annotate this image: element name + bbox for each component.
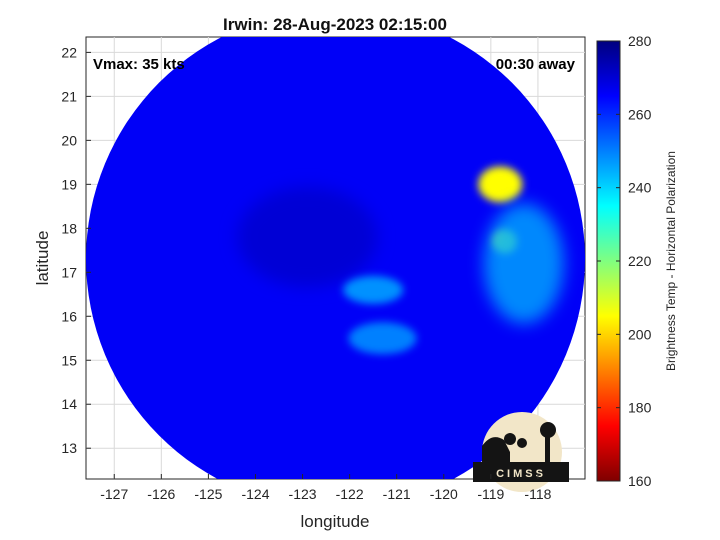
x-axis-ticks: -127 -126 -125 -124 -123 -122 -121 -120 -119 -118 — [100, 474, 552, 502]
feature-eastern-cells — [483, 203, 564, 324]
x-axis-label: longitude — [300, 512, 369, 531]
x-tick-label: -120 — [430, 486, 458, 502]
colorbar-tick-label: 240 — [628, 180, 652, 196]
x-tick-label: -123 — [289, 486, 317, 502]
y-tick-label: 19 — [61, 176, 77, 192]
time-offset-label: 00:30 away — [496, 56, 576, 73]
colorbar-tick-label: 220 — [628, 253, 652, 269]
colorbar-tick-label: 280 — [628, 33, 652, 49]
feature-storm-center — [237, 187, 378, 288]
warm-features — [237, 166, 564, 355]
y-tick-label: 20 — [61, 132, 77, 148]
colorbar-tick-label: 260 — [628, 106, 652, 122]
chart-title: Irwin: 28-Aug-2023 02:15:00 — [223, 15, 447, 34]
swath-layer — [86, 37, 585, 479]
cimss-logo: CIMSS — [473, 412, 569, 492]
colorbar-tick-label: 180 — [628, 400, 652, 416]
y-axis-ticks: 13 14 15 16 17 18 19 20 21 22 — [61, 44, 91, 456]
vmax-label: Vmax: 35 kts — [93, 56, 185, 73]
colorbar-tick-label: 200 — [628, 326, 652, 342]
y-tick-label: 21 — [61, 88, 77, 104]
x-tick-label: -127 — [100, 486, 128, 502]
x-tick-label: -121 — [383, 486, 411, 502]
x-tick-label: -126 — [147, 486, 175, 502]
colorbar-ticks: 160 180 200 220 240 260 280 — [597, 33, 652, 489]
x-tick-label: -122 — [336, 486, 364, 502]
y-tick-label: 14 — [61, 396, 77, 412]
y-tick-label: 22 — [61, 44, 77, 60]
y-axis-label: latitude — [33, 231, 52, 286]
y-tick-label: 18 — [61, 220, 77, 236]
colorbar-tick-label: 160 — [628, 473, 652, 489]
x-tick-label: -119 — [477, 486, 504, 502]
colorbar-label: Brightness Temp - Horizontal Polarizatio… — [664, 151, 678, 371]
x-tick-label: -125 — [194, 486, 222, 502]
y-tick-label: 15 — [61, 352, 77, 368]
y-tick-label: 16 — [61, 308, 77, 324]
feature-spiral-band-inner — [343, 275, 404, 304]
y-tick-label: 13 — [61, 440, 77, 456]
x-tick-label: -124 — [241, 486, 269, 502]
feature-spiral-band-outer — [348, 322, 417, 355]
feature-convection-core — [478, 166, 523, 203]
logo-text: CIMSS — [496, 468, 546, 480]
y-tick-label: 17 — [61, 264, 77, 280]
x-tick-label: -118 — [524, 486, 551, 502]
